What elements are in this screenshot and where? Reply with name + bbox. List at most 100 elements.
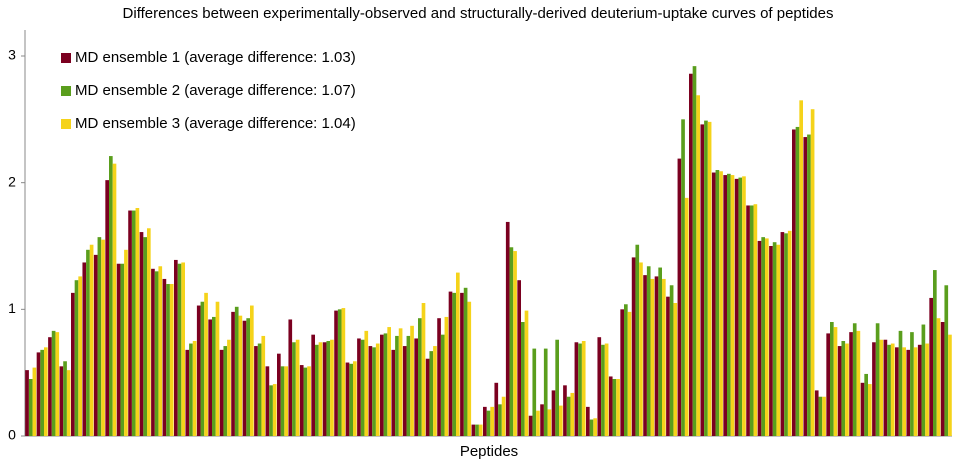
bar [452, 292, 456, 436]
legend-label: MD ensemble 2 (average difference: 1.07) [75, 82, 356, 99]
bar [620, 309, 625, 436]
bar [395, 335, 399, 436]
bar [810, 109, 815, 436]
bar [174, 259, 178, 436]
bar [89, 244, 94, 436]
bar [814, 390, 819, 436]
bar [112, 163, 117, 436]
bar [425, 358, 430, 436]
bar [906, 349, 911, 436]
y-tick-label: 3 [8, 47, 16, 63]
bar [563, 385, 567, 436]
bar [63, 361, 67, 436]
bar [532, 348, 537, 436]
bar [715, 170, 720, 436]
bar [326, 341, 331, 436]
bar [490, 406, 494, 436]
bar [635, 244, 640, 436]
bar [749, 205, 754, 436]
bar [383, 333, 388, 436]
bar [269, 385, 273, 436]
bar [375, 343, 380, 436]
bar [109, 156, 113, 437]
bar [513, 251, 517, 436]
bar [742, 176, 746, 437]
bar [601, 344, 605, 436]
bar [677, 158, 682, 436]
bar [528, 415, 533, 436]
bar [78, 276, 82, 436]
bar [494, 382, 499, 436]
chart-title: Differences between experimentally-obser… [123, 5, 834, 22]
bar [158, 266, 163, 436]
bar [570, 392, 575, 436]
bar [380, 334, 384, 436]
bar [478, 424, 483, 436]
bar [856, 330, 861, 436]
bar [146, 228, 151, 436]
x-axis-label: Peptides [460, 443, 518, 460]
bar [292, 342, 296, 436]
bar [536, 410, 540, 436]
bar [231, 311, 235, 436]
bar [208, 319, 213, 436]
bar [650, 278, 655, 436]
bar [28, 379, 33, 436]
bar [734, 178, 739, 436]
bar [898, 330, 903, 436]
bar [624, 304, 628, 436]
bar [135, 208, 140, 436]
bar [792, 129, 796, 436]
bar [684, 197, 689, 436]
bar [707, 121, 712, 436]
bar [406, 335, 411, 436]
bar [429, 351, 434, 436]
bar [185, 349, 190, 436]
y-tick-label: 1 [8, 300, 16, 316]
bar [74, 280, 79, 436]
bar [398, 328, 403, 436]
bar [658, 267, 662, 436]
bar [116, 263, 121, 436]
bar [501, 396, 506, 436]
bar [246, 318, 250, 436]
bar [280, 366, 285, 436]
bar [97, 237, 102, 436]
bar [521, 322, 525, 436]
bar [795, 126, 800, 436]
bar [192, 341, 197, 436]
bar [448, 291, 453, 436]
bar [349, 363, 353, 436]
bar [55, 332, 60, 436]
bar [25, 370, 29, 436]
bar [139, 232, 144, 436]
bar [723, 175, 728, 437]
bar [593, 418, 597, 436]
bar [666, 296, 670, 436]
bar [837, 346, 842, 436]
bar [925, 343, 929, 436]
bar [612, 379, 617, 436]
bar [131, 210, 136, 436]
bar [681, 119, 685, 436]
bar [483, 406, 487, 436]
bar [917, 344, 922, 436]
bar [307, 366, 311, 436]
bar [753, 204, 758, 436]
bar [936, 318, 941, 436]
bar [704, 120, 708, 436]
bar [921, 324, 926, 436]
bar [169, 284, 174, 436]
bar [284, 366, 288, 436]
bar [387, 327, 391, 436]
bar [444, 316, 449, 436]
legend-swatch [61, 53, 71, 63]
bar [272, 384, 277, 436]
bar [730, 175, 735, 437]
bar [910, 332, 914, 436]
bar [295, 339, 300, 436]
bar [318, 342, 323, 436]
y-tick-label: 0 [8, 427, 16, 443]
legend-label: MD ensemble 1 (average difference: 1.03) [75, 49, 356, 66]
